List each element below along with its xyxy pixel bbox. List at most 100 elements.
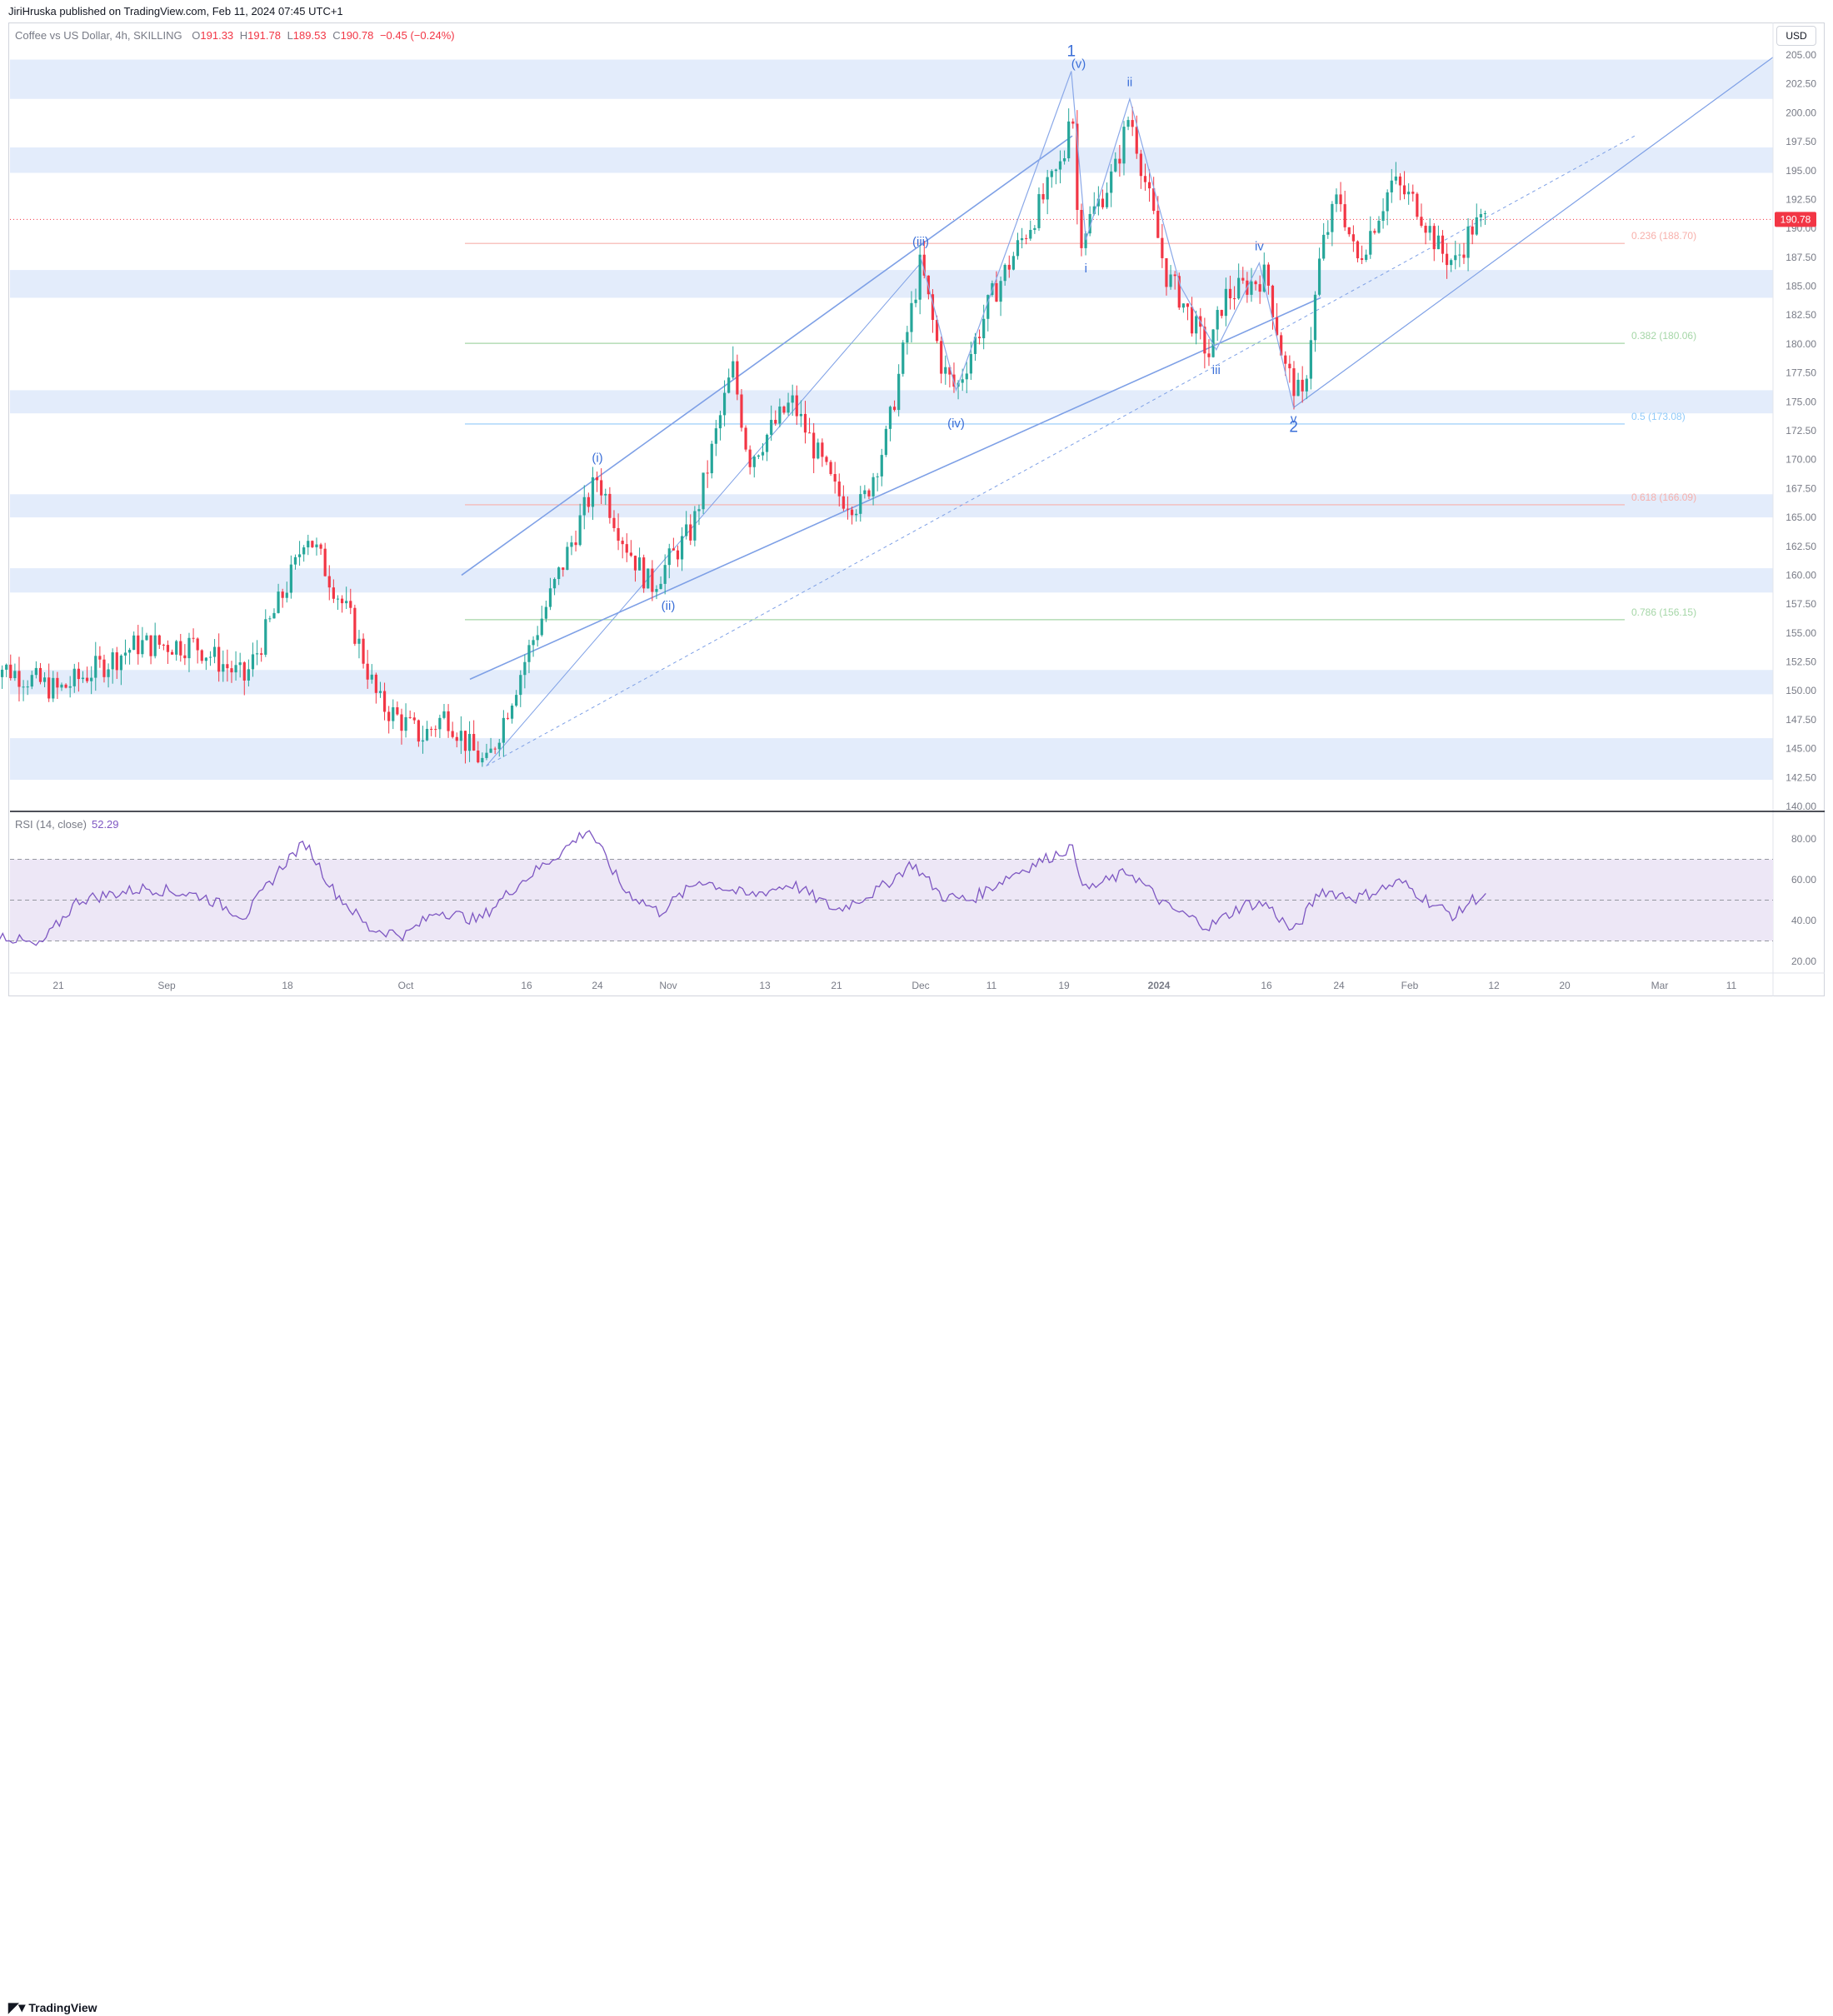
price-tick-label: 155.00: [1786, 627, 1816, 639]
candle-body: [196, 638, 199, 651]
ohlc-high: 191.78: [247, 29, 281, 42]
candle-body: [1203, 327, 1206, 354]
candle-body: [251, 654, 255, 670]
candle-body: [617, 527, 620, 541]
candle-body: [914, 299, 917, 303]
price-tick-label: 187.50: [1786, 252, 1816, 263]
candle-body: [761, 452, 765, 456]
candle-body: [332, 587, 335, 599]
price-tick-label: 205.00: [1786, 49, 1816, 61]
chart-canvas[interactable]: 0.236 (188.70) 0.382 (180.06) 0.5 (173.08)…: [0, 0, 1833, 1026]
candle-body: [234, 665, 237, 673]
candle-body: [1347, 227, 1351, 235]
candle-body: [1458, 254, 1461, 256]
candle-body: [510, 705, 514, 719]
fibonacci-retracement: 0.236 (188.70) 0.382 (180.06) 0.5 (173.08)…: [10, 218, 1773, 621]
candle-body: [629, 552, 632, 556]
price-axis: 205.00202.50200.00197.50195.00192.50190.…: [10, 22, 1825, 996]
wave-label: (i): [592, 451, 602, 465]
candle-body: [1088, 213, 1091, 234]
price-tick-label: 175.00: [1786, 396, 1816, 407]
tradingview-logo-text: TradingView: [28, 2001, 97, 2014]
time-tick-label: Mar: [1651, 980, 1669, 991]
candle-body: [1084, 233, 1087, 248]
candle-body: [264, 619, 267, 655]
wave-label: i: [1085, 262, 1087, 276]
candle-body: [30, 675, 33, 687]
candle-body: [1092, 206, 1096, 214]
fib-level-label: 0.618 (166.09): [1631, 492, 1696, 503]
candle-body: [608, 493, 612, 518]
candle-body: [1156, 211, 1160, 238]
candle-body: [192, 637, 195, 639]
candle-body: [765, 434, 769, 452]
candle-body: [685, 524, 688, 536]
time-tick-label: 16: [521, 980, 532, 991]
candle-body: [825, 457, 828, 462]
candle-body: [353, 607, 357, 644]
rsi-legend: RSI (14, close) 52.29: [15, 818, 119, 831]
candle-body: [64, 684, 67, 688]
candle-body: [1462, 254, 1466, 258]
currency-button[interactable]: USD: [1776, 26, 1816, 46]
candle-body: [107, 669, 110, 677]
channel-trendlines: [461, 57, 1774, 766]
candle-body: [123, 652, 127, 656]
candle-body: [906, 332, 909, 343]
candle-body: [1003, 264, 1006, 282]
candle-body: [327, 576, 331, 588]
candle-body: [293, 556, 297, 565]
price-tick-label: 142.50: [1786, 771, 1816, 783]
wave-label: iv: [1255, 240, 1264, 254]
candle-body: [387, 711, 391, 721]
candle-body: [1161, 237, 1164, 258]
time-tick-label: 13: [759, 980, 771, 991]
candle-body: [1135, 127, 1138, 154]
candle-body: [1186, 303, 1190, 307]
candle-body: [268, 618, 272, 620]
price-tick-label: 160.00: [1786, 569, 1816, 581]
candle-body: [396, 707, 399, 715]
candle-body: [1139, 153, 1142, 177]
candle-body: [519, 675, 522, 696]
time-tick-label: Sep: [157, 980, 176, 991]
candle-body: [1479, 214, 1482, 217]
candle-body: [497, 742, 501, 750]
wave-label: 1: [1066, 42, 1076, 60]
candle-body: [910, 302, 913, 332]
time-tick-label: 24: [1333, 980, 1345, 991]
candle-body: [680, 536, 684, 560]
tradingview-logo[interactable]: ◤▾ TradingView: [8, 1999, 97, 2016]
candle-body: [1169, 274, 1172, 287]
candle-body: [902, 342, 905, 374]
upper-channel-line: [461, 135, 1073, 576]
time-tick-label: 18: [282, 980, 293, 991]
wave-label: (iii): [912, 235, 929, 249]
candle-body: [557, 567, 561, 580]
candle-body: [430, 728, 433, 730]
price-tick-label: 150.00: [1786, 685, 1816, 696]
candle-body: [718, 415, 722, 429]
candle-body: [400, 714, 403, 731]
candle-body: [1339, 194, 1342, 205]
candle-body: [34, 667, 37, 676]
candle-body: [837, 482, 841, 497]
candle-body: [1398, 176, 1402, 186]
candle-body: [1143, 176, 1147, 182]
candle-body: [238, 662, 242, 666]
time-tick-label: Feb: [1401, 980, 1419, 991]
candle-body: [1360, 258, 1364, 260]
candle-body: [625, 544, 628, 553]
candle-body: [1165, 257, 1168, 287]
candle-body: [595, 477, 599, 481]
price-tick-label: 165.00: [1786, 511, 1816, 523]
candle-body: [1241, 277, 1245, 281]
candle-body: [285, 592, 288, 598]
candle-body: [230, 668, 233, 673]
candle-body: [697, 509, 701, 511]
price-tick-label: 200.00: [1786, 107, 1816, 118]
candle-body: [965, 373, 968, 380]
candle-body: [977, 337, 981, 339]
candle-body: [604, 493, 607, 496]
candle-body: [1428, 226, 1431, 233]
